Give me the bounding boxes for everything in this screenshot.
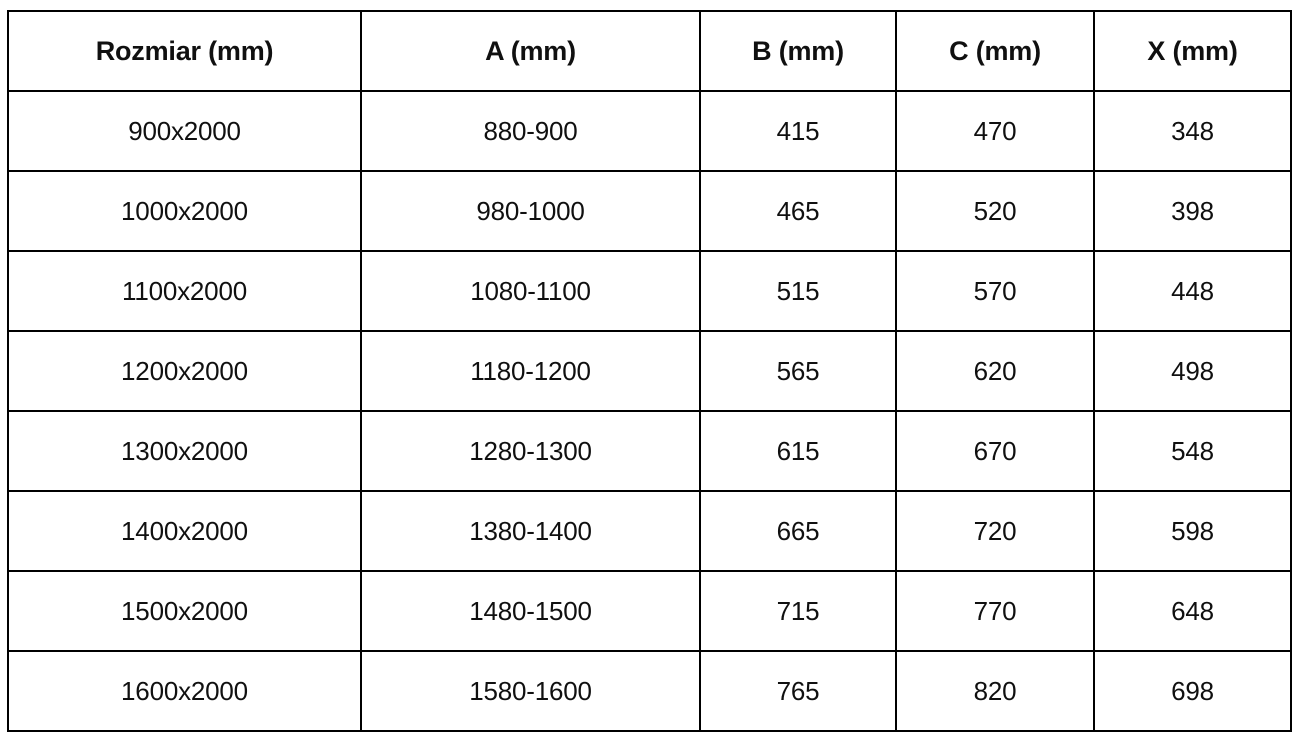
table-row: 1500x2000 1480-1500 715 770 648 — [7, 570, 1292, 652]
table-header: Rozmiar (mm) A (mm) B (mm) C (mm) X (mm) — [7, 10, 1292, 92]
cell-b: 415 — [699, 90, 897, 172]
table-row: 1000x2000 980-1000 465 520 398 — [7, 170, 1292, 252]
cell-x: 348 — [1093, 90, 1292, 172]
cell-x: 598 — [1093, 490, 1292, 572]
cell-size: 1600x2000 — [7, 650, 362, 732]
table-row: 1600x2000 1580-1600 765 820 698 — [7, 650, 1292, 732]
cell-a: 1480-1500 — [360, 570, 701, 652]
cell-c: 470 — [895, 90, 1095, 172]
column-header-c: C (mm) — [895, 10, 1095, 92]
cell-b: 615 — [699, 410, 897, 492]
cell-a: 1280-1300 — [360, 410, 701, 492]
cell-x: 648 — [1093, 570, 1292, 652]
cell-x: 548 — [1093, 410, 1292, 492]
cell-a: 880-900 — [360, 90, 701, 172]
cell-b: 465 — [699, 170, 897, 252]
cell-c: 620 — [895, 330, 1095, 412]
cell-x: 498 — [1093, 330, 1292, 412]
table-row: 1400x2000 1380-1400 665 720 598 — [7, 490, 1292, 572]
cell-a: 980-1000 — [360, 170, 701, 252]
cell-a: 1180-1200 — [360, 330, 701, 412]
cell-size: 1300x2000 — [7, 410, 362, 492]
size-specification-table: Rozmiar (mm) A (mm) B (mm) C (mm) X (mm) 900… — [7, 10, 1292, 732]
column-header-b: B (mm) — [699, 10, 897, 92]
cell-c: 770 — [895, 570, 1095, 652]
cell-c: 720 — [895, 490, 1095, 572]
cell-c: 570 — [895, 250, 1095, 332]
cell-c: 520 — [895, 170, 1095, 252]
table-body: 900x2000 880-900 415 470 348 1000x2000 980-100… — [7, 90, 1292, 732]
cell-b: 515 — [699, 250, 897, 332]
table-row: 1200x2000 1180-1200 565 620 498 — [7, 330, 1292, 412]
cell-a: 1080-1100 — [360, 250, 701, 332]
cell-b: 565 — [699, 330, 897, 412]
cell-size: 1200x2000 — [7, 330, 362, 412]
cell-size: 900x2000 — [7, 90, 362, 172]
column-header-x: X (mm) — [1093, 10, 1292, 92]
table-row: 1100x2000 1080-1100 515 570 448 — [7, 250, 1292, 332]
cell-size: 1400x2000 — [7, 490, 362, 572]
column-header-a: A (mm) — [360, 10, 701, 92]
cell-x: 698 — [1093, 650, 1292, 732]
table-row: 900x2000 880-900 415 470 348 — [7, 90, 1292, 172]
cell-c: 670 — [895, 410, 1095, 492]
cell-x: 448 — [1093, 250, 1292, 332]
cell-b: 665 — [699, 490, 897, 572]
table-header-row: Rozmiar (mm) A (mm) B (mm) C (mm) X (mm) — [7, 10, 1292, 92]
cell-a: 1580-1600 — [360, 650, 701, 732]
table-row: 1300x2000 1280-1300 615 670 548 — [7, 410, 1292, 492]
cell-b: 715 — [699, 570, 897, 652]
cell-size: 1000x2000 — [7, 170, 362, 252]
column-header-size: Rozmiar (mm) — [7, 10, 362, 92]
cell-c: 820 — [895, 650, 1095, 732]
cell-size: 1500x2000 — [7, 570, 362, 652]
cell-a: 1380-1400 — [360, 490, 701, 572]
cell-size: 1100x2000 — [7, 250, 362, 332]
cell-x: 398 — [1093, 170, 1292, 252]
cell-b: 765 — [699, 650, 897, 732]
